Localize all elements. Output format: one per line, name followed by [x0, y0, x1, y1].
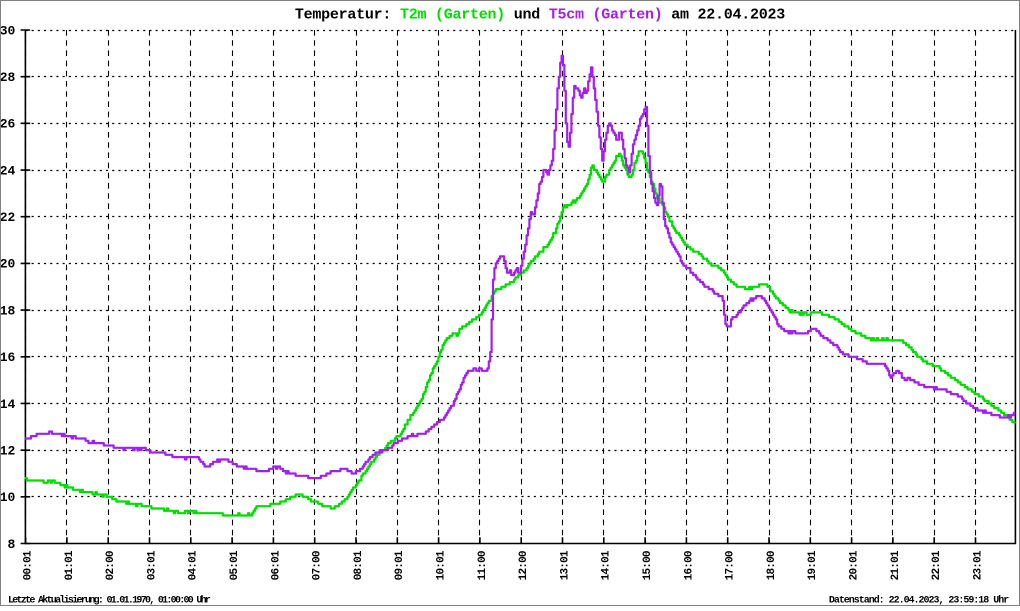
svg-text:16: 16: [0, 350, 15, 365]
svg-text:17:00: 17:00: [725, 551, 737, 580]
svg-text:09:01: 09:01: [394, 550, 406, 580]
svg-text:14:01: 14:01: [601, 550, 613, 580]
svg-text:12: 12: [0, 443, 15, 458]
svg-text:05:01: 05:01: [229, 550, 241, 580]
svg-text:26: 26: [0, 117, 15, 132]
svg-text:07:00: 07:00: [312, 551, 324, 580]
svg-text:24: 24: [0, 163, 15, 178]
svg-text:28: 28: [0, 70, 15, 85]
svg-text:19:01: 19:01: [807, 550, 819, 580]
svg-text:Letzte Aktualisierung: 01.01.1: Letzte Aktualisierung: 01.01.1970, 01:00…: [8, 594, 211, 606]
svg-text:Datenstand: 22.04.2023, 23:59:: Datenstand: 22.04.2023, 23:59:18 Uhr: [829, 594, 1009, 606]
svg-text:18: 18: [0, 303, 15, 318]
svg-text:15:00: 15:00: [642, 551, 654, 580]
svg-text:10:01: 10:01: [436, 550, 448, 580]
svg-text:11:00: 11:00: [477, 551, 489, 580]
svg-text:23:01: 23:01: [972, 550, 984, 580]
svg-text:16:00: 16:00: [683, 551, 695, 580]
svg-text:13:01: 13:01: [559, 550, 571, 580]
svg-text:01:01: 01:01: [64, 550, 76, 580]
svg-text:20:01: 20:01: [849, 550, 861, 580]
svg-text:14: 14: [0, 397, 15, 412]
svg-text:30: 30: [0, 23, 15, 38]
svg-text:03:01: 03:01: [146, 550, 158, 580]
svg-text:00:01: 00:01: [23, 550, 35, 580]
svg-text:02:00: 02:00: [105, 551, 117, 580]
svg-text:8: 8: [7, 537, 15, 552]
svg-text:18:00: 18:00: [766, 551, 778, 580]
svg-text:06:01: 06:01: [270, 550, 282, 580]
svg-text:04:01: 04:01: [188, 550, 200, 580]
svg-text:10: 10: [0, 490, 15, 505]
svg-text:20: 20: [0, 257, 15, 272]
svg-text:Temperatur: T2m (Garten) und T: Temperatur: T2m (Garten) und T5cm (Garte…: [295, 7, 785, 24]
svg-text:08:01: 08:01: [353, 550, 365, 580]
svg-text:21:01: 21:01: [890, 550, 902, 580]
svg-text:22:01: 22:01: [931, 550, 943, 580]
svg-text:22: 22: [0, 210, 15, 225]
svg-text:12:00: 12:00: [518, 551, 530, 580]
